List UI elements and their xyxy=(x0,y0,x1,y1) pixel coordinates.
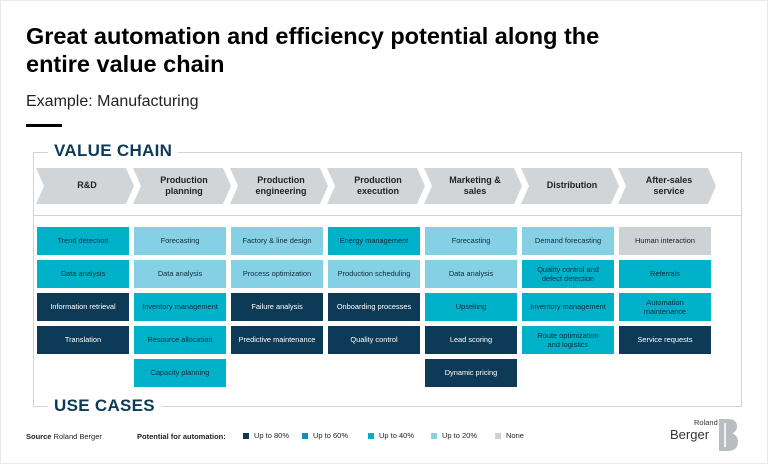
logo-text-roland: Roland xyxy=(694,418,718,427)
legend-item: Up to 80% xyxy=(243,431,289,440)
stage-marketing-sales: Marketing & sales xyxy=(424,168,522,204)
logo-b-mark xyxy=(719,419,738,451)
source-label: Source xyxy=(26,432,52,441)
use-cases-heading: USE CASES xyxy=(48,396,161,416)
use-case-cell: Capacity planning xyxy=(134,359,226,387)
use-case-cell: Failure analysis xyxy=(231,293,323,321)
legend-label: Up to 60% xyxy=(313,431,349,440)
use-case-cell: Inventory management xyxy=(522,293,614,321)
legend-item: Up to 40% xyxy=(368,431,414,440)
stage-production-engineering: Production engineering xyxy=(230,168,328,204)
section-divider xyxy=(33,215,742,216)
use-case-cell: Inventory management xyxy=(134,293,226,321)
legend-title: Potential for automation: xyxy=(137,432,226,441)
legend-swatch xyxy=(368,432,374,439)
title-underline xyxy=(26,124,62,127)
stage-production-planning: Production planning xyxy=(133,168,231,204)
use-case-cell: Data analysis xyxy=(134,260,226,288)
use-case-cell: Translation xyxy=(37,326,129,354)
stage-production-execution: Production execution xyxy=(327,168,425,204)
stage-r-d: R&D xyxy=(36,168,134,204)
legend-swatch xyxy=(302,432,308,439)
use-case-cell: Data analysis xyxy=(425,260,517,288)
use-case-cell: Route optimization and logistics xyxy=(522,326,614,354)
legend-item: None xyxy=(495,431,524,440)
source-note: Source Roland Berger xyxy=(26,432,102,441)
use-case-cell: Factory & line design xyxy=(231,227,323,255)
legend-swatch xyxy=(431,432,437,439)
use-case-cell: Service requests xyxy=(619,326,711,354)
legend-swatch xyxy=(243,432,249,439)
source-value: Roland Berger xyxy=(53,432,102,441)
legend-label: Up to 40% xyxy=(379,431,415,440)
use-case-cell: Data analysis xyxy=(37,260,129,288)
use-case-cell: Resource allocation xyxy=(134,326,226,354)
use-case-cell: Automation maintenance xyxy=(619,293,711,321)
use-case-cell: Production scheduling xyxy=(328,260,420,288)
legend-label: Up to 20% xyxy=(442,431,478,440)
use-case-cell: Onboarding processes xyxy=(328,293,420,321)
use-case-cell: Referrals xyxy=(619,260,711,288)
use-case-cell: Process optimization xyxy=(231,260,323,288)
use-case-cell: Upselling xyxy=(425,293,517,321)
legend-swatch xyxy=(495,432,501,439)
logo-text-berger: Berger xyxy=(670,427,710,442)
value-chain-heading: VALUE CHAIN xyxy=(48,141,179,161)
use-case-cell: Human interaction xyxy=(619,227,711,255)
legend-item: Up to 20% xyxy=(431,431,477,440)
legend-label: None xyxy=(506,431,524,440)
use-case-cell: Forecasting xyxy=(425,227,517,255)
page-subtitle: Example: Manufacturing xyxy=(26,93,199,110)
use-case-cell: Energy management xyxy=(328,227,420,255)
use-case-cell: Quality control xyxy=(328,326,420,354)
roland-berger-logo: Roland Berger xyxy=(668,418,744,454)
use-case-cell: Predictive maintenance xyxy=(231,326,323,354)
legend-item: Up to 60% xyxy=(302,431,348,440)
stage-distribution: Distribution xyxy=(521,168,619,204)
legend-label: Up to 80% xyxy=(254,431,290,440)
use-case-cell: Demand forecasting xyxy=(522,227,614,255)
stage-after-sales-service: After-sales service xyxy=(618,168,716,204)
use-case-cell: Quality control and defect detection xyxy=(522,260,614,288)
use-case-cell: Lead scoring xyxy=(425,326,517,354)
use-case-cell: Information retrieval xyxy=(37,293,129,321)
value-chain-frame xyxy=(33,152,742,407)
use-case-cell: Dynamic pricing xyxy=(425,359,517,387)
use-case-cell: Forecasting xyxy=(134,227,226,255)
page-title: Great automation and efficiency potentia… xyxy=(26,23,600,77)
use-case-cell: Trend detection xyxy=(37,227,129,255)
